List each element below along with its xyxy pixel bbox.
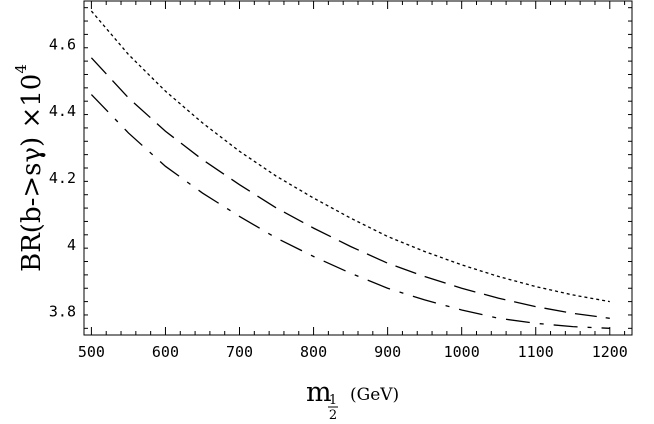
tick-marks bbox=[84, 1, 632, 335]
x-axis-label-sub-den: 2 bbox=[329, 408, 337, 423]
y-tick-label: 4.4 bbox=[49, 102, 76, 120]
y-tick-label: 3.8 bbox=[49, 303, 76, 321]
series-line-dotted bbox=[90, 10, 610, 303]
series-line-long-dash bbox=[90, 57, 610, 319]
y-tick-label: 4 bbox=[67, 236, 76, 254]
y-axis-label-exponent: 4 bbox=[12, 64, 30, 74]
x-tick-label: 1200 bbox=[592, 343, 628, 361]
x-tick-label: 1000 bbox=[444, 343, 480, 361]
x-tick-label: 500 bbox=[78, 343, 105, 361]
x-tick-label: 800 bbox=[300, 343, 327, 361]
y-axis-label: BR(b->sγ) ×104 bbox=[12, 64, 47, 272]
tick-labels: 500 600 700 800 900 1000 1100 1200 3.8 4 4.2 4.4 4.6 bbox=[49, 35, 628, 361]
x-axis-label-main: m bbox=[306, 377, 332, 408]
x-tick-label: 1100 bbox=[518, 343, 554, 361]
plot-frame bbox=[83, 0, 633, 336]
series-line-dash-dot bbox=[90, 94, 610, 329]
x-tick-label: 700 bbox=[226, 343, 253, 361]
y-tick-label: 4.6 bbox=[49, 35, 76, 53]
y-axis-label-main: BR(b->sγ) ×10 bbox=[17, 74, 47, 272]
y-tick-label: 4.2 bbox=[49, 169, 76, 187]
x-tick-label: 600 bbox=[152, 343, 179, 361]
x-tick-label: 900 bbox=[374, 343, 401, 361]
series-lines bbox=[90, 10, 610, 329]
x-axis-label-sub-num: 1 bbox=[329, 393, 337, 408]
x-axis-label-unit: (GeV) bbox=[350, 385, 399, 405]
